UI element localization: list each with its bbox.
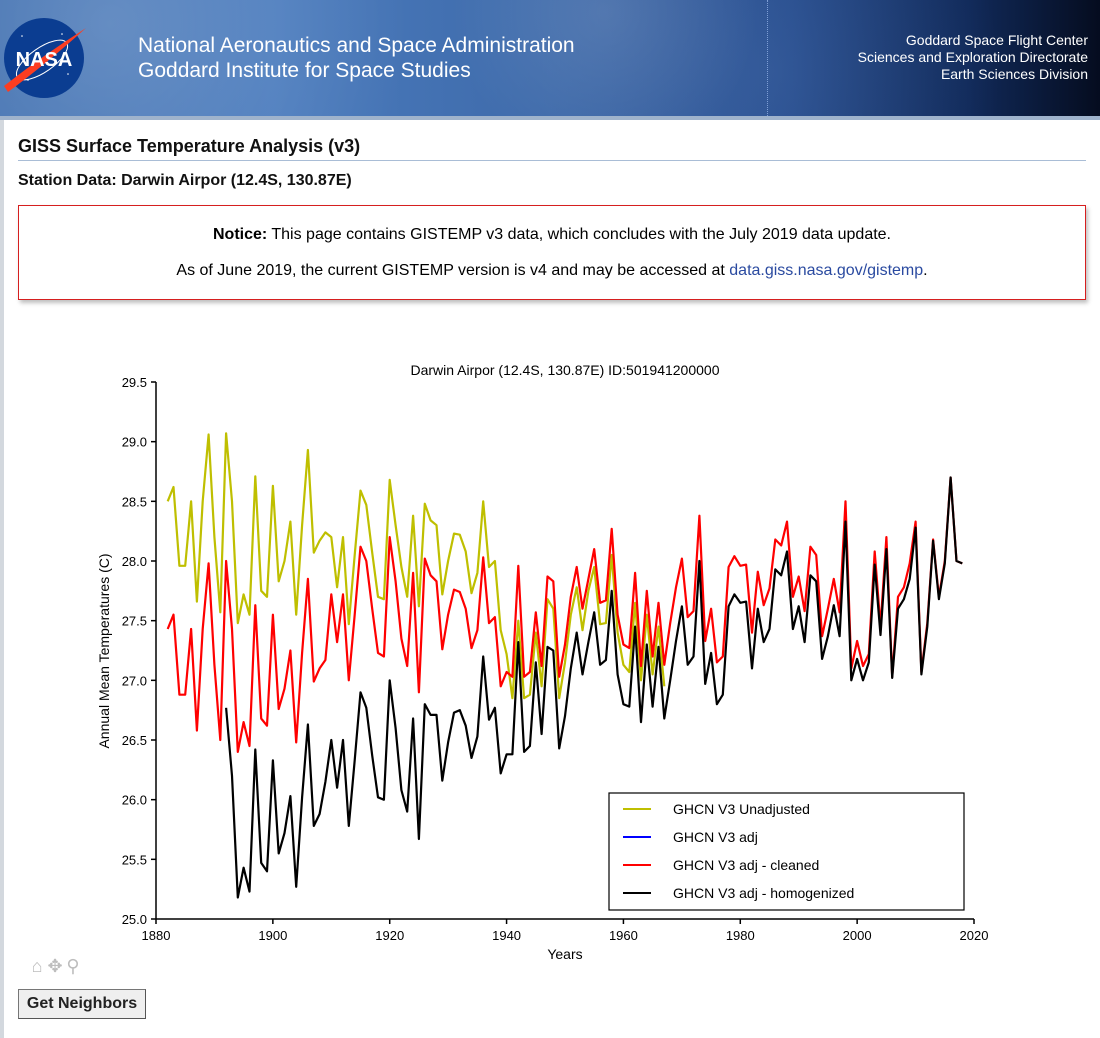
center-line-1[interactable]: Goddard Space Flight Center <box>905 32 1088 48</box>
site-header: NASA National Aeronautics and Space Admi… <box>0 0 1100 118</box>
legend-item: GHCN V3 adj <box>623 829 758 845</box>
notice-label: Notice: <box>212 226 268 243</box>
chart-axes: 25.0 25.5 26.0 26.5 27.0 27.5 28.0 28.5 29.0 29.5… <box>122 375 989 943</box>
x-tick-label: 1880 <box>142 928 171 943</box>
y-tick-label: 26.0 <box>122 793 147 808</box>
agency-name: National Aeronautics and Space Administr… <box>138 33 575 83</box>
y-tick-label: 28.0 <box>122 554 147 569</box>
x-axis-label: Years <box>547 946 582 962</box>
chart-legend: GHCN V3 Unadjusted GHCN V3 adj GHCN V3 adj… <box>608 792 965 911</box>
legend-label: GHCN V3 Unadjusted <box>673 801 810 817</box>
notice-text-2: As of June 2019, the current GISTEMP ver… <box>176 262 730 279</box>
title-divider <box>18 160 1086 161</box>
series-layer <box>166 432 963 899</box>
legend-label: GHCN V3 adj - cleaned <box>673 857 819 873</box>
legend-item: GHCN V3 adj - homogenized <box>623 885 854 901</box>
y-tick-label: 29.0 <box>122 435 147 450</box>
pan-icon[interactable]: ✥ <box>47 956 63 976</box>
gistemp-link[interactable]: data.giss.nasa.gov/gistemp <box>729 262 924 279</box>
x-tick-label: 2000 <box>843 928 872 943</box>
notice-box: Notice: This page contains GISTEMP v3 da… <box>18 205 1086 300</box>
nasa-logo-text: NASA <box>16 49 73 71</box>
y-tick-label: 26.5 <box>122 733 147 748</box>
series-line <box>166 476 963 753</box>
series-line <box>166 432 666 700</box>
series-ghcn-v3-unadjusted <box>166 432 666 700</box>
center-line-3[interactable]: Earth Sciences Division <box>940 66 1088 82</box>
get-neighbors-button[interactable]: Get Neighbors <box>18 989 146 1019</box>
y-tick-label: 27.0 <box>122 673 147 688</box>
home-icon[interactable]: ⌂ <box>31 956 43 976</box>
chart-title: Darwin Airpor (12.4S, 130.87E) ID:501941… <box>411 362 720 378</box>
notice-text: This page contains GISTEMP v3 data, whic… <box>267 226 891 243</box>
nasa-logo-icon[interactable]: NASA <box>2 16 86 100</box>
y-tick-label: 25.5 <box>122 852 147 867</box>
agency-line-2: Goddard Institute for Space Studies <box>138 59 471 82</box>
x-tick-label: 1940 <box>492 928 521 943</box>
header-divider <box>767 0 768 116</box>
legend-item: GHCN V3 adj - cleaned <box>623 857 819 873</box>
notice-line-2: As of June 2019, the current GISTEMP ver… <box>19 262 1085 280</box>
x-tick-label: 1920 <box>375 928 404 943</box>
agency-line-1: National Aeronautics and Space Administr… <box>138 34 575 57</box>
x-tick-label: 1900 <box>258 928 287 943</box>
y-tick-label: 25.0 <box>122 912 147 927</box>
notice-text-2-end: . <box>923 262 928 279</box>
page-title: GISS Surface Temperature Analysis (v3) <box>18 136 361 156</box>
header-border <box>0 116 1100 120</box>
y-tick-label: 28.5 <box>122 494 147 509</box>
chart-toolbar: ⌂ ✥ ⚲ <box>28 956 82 977</box>
legend-label: GHCN V3 adj - homogenized <box>673 885 854 901</box>
legend-box <box>608 792 965 911</box>
temperature-chart[interactable]: Darwin Airpor (12.4S, 130.87E) ID:501941… <box>0 345 1100 965</box>
zoom-icon[interactable]: ⚲ <box>66 956 80 976</box>
center-line-2[interactable]: Sciences and Exploration Directorate <box>857 49 1088 65</box>
x-tick-label: 2020 <box>960 928 989 943</box>
legend-item: GHCN V3 Unadjusted <box>623 801 810 817</box>
x-tick-label: 1960 <box>609 928 638 943</box>
legend-label: GHCN V3 adj <box>673 829 758 845</box>
series-ghcn-v3-adj-homogenized <box>225 476 963 899</box>
x-tick-label: 1980 <box>726 928 755 943</box>
y-tick-label: 27.5 <box>122 614 147 629</box>
station-title: Station Data: Darwin Airpor (12.4S, 130.… <box>18 172 352 189</box>
left-rail <box>0 120 4 1038</box>
notice-line-1: Notice: This page contains GISTEMP v3 da… <box>19 226 1085 244</box>
series-line <box>225 476 963 899</box>
y-axis-label: Annual Mean Temperatures (C) <box>96 553 112 748</box>
center-info: Goddard Space Flight Center Sciences and… <box>858 32 1088 83</box>
y-tick-label: 29.5 <box>122 375 147 390</box>
